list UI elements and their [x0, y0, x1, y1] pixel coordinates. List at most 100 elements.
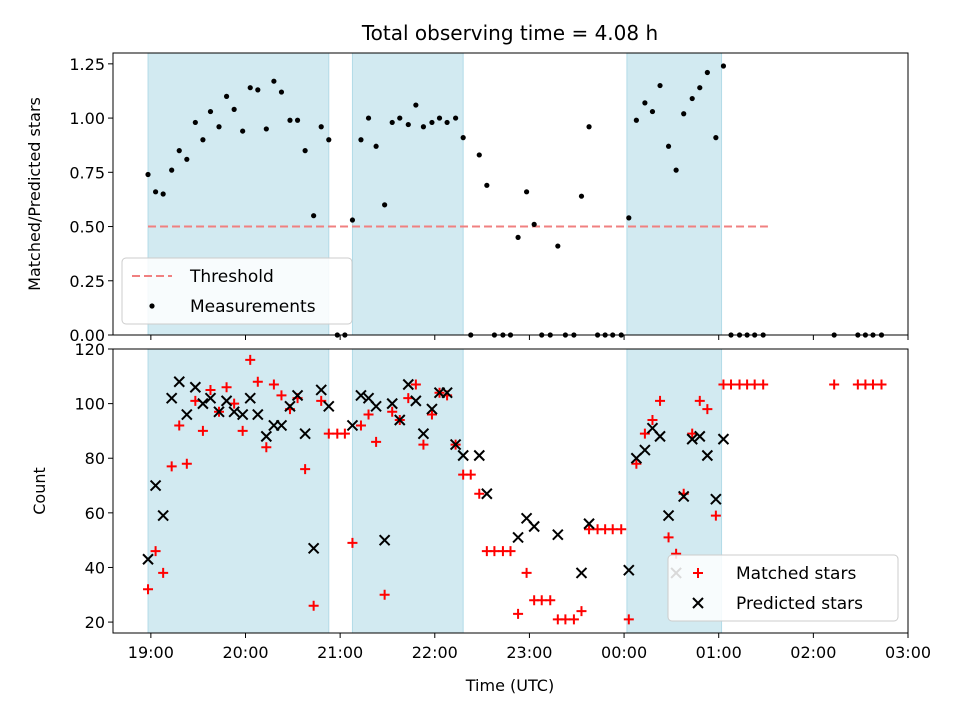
- matched-star-point: [245, 354, 256, 365]
- matched-star-point: [426, 409, 437, 420]
- predicted-star-point: [639, 444, 651, 456]
- legend-threshold-label: Threshold: [189, 267, 274, 287]
- x-tick-label: 21:00: [317, 643, 363, 662]
- measurement-point: [642, 100, 648, 106]
- predicted-star-point: [236, 408, 249, 421]
- measurement-point: [216, 124, 222, 130]
- matched-star-point: [229, 398, 240, 409]
- measurement-point: [429, 119, 435, 126]
- matched-star-point: [418, 439, 429, 450]
- legend-predicted-label: Predicted stars: [736, 594, 863, 614]
- matched-star-point: [190, 395, 201, 406]
- matched-star-point: [710, 510, 721, 521]
- matched-star-point: [323, 428, 334, 439]
- legend-predicted-swatch: [692, 597, 704, 609]
- predicted-star-point: [630, 452, 643, 464]
- matched-star-point: [489, 546, 500, 557]
- matched-star-point: [749, 379, 760, 390]
- measurement-point: [271, 78, 277, 84]
- y-tick-label: 40: [85, 558, 105, 577]
- predicted-star-point: [142, 553, 154, 565]
- predicted-star-point: [528, 520, 540, 533]
- legend-matched-swatch: [693, 568, 703, 578]
- predicted-star-point: [181, 408, 193, 421]
- matched-star-point: [268, 379, 279, 390]
- predicted-star-point: [275, 419, 288, 432]
- predicted-star-point: [677, 490, 690, 503]
- matched-star-point: [363, 409, 374, 420]
- measurement-point: [231, 106, 237, 112]
- matched-star-point: [876, 379, 887, 390]
- measurement-point: [240, 128, 246, 134]
- predicted-star-point: [284, 400, 296, 413]
- matched-star-point: [702, 404, 713, 415]
- predicted-star-point: [552, 528, 564, 541]
- y-tick-label: 120: [74, 340, 105, 359]
- matched-star-point: [694, 395, 705, 406]
- x-tick-label: 02:00: [790, 643, 836, 662]
- matched-star-point: [545, 595, 556, 606]
- measurement-point: [223, 93, 230, 99]
- measurement-points: [145, 63, 885, 338]
- y-axis-label: Matched/Predicted stars: [25, 97, 44, 291]
- matched-star-point: [623, 614, 634, 625]
- measurement-point: [578, 193, 585, 199]
- y-tick-label: 1.00: [69, 109, 105, 128]
- ratio-panel: 0.00 0.25 0.50 0.75 1.00 1.25 Matched/Predict…: [25, 52, 909, 345]
- matched-star-point: [371, 436, 382, 447]
- predicted-star-point: [481, 488, 493, 500]
- matched-star-point: [261, 442, 272, 453]
- x-axis-label: Time (UTC): [465, 676, 554, 695]
- matched-star-point: [726, 379, 737, 390]
- predicted-star-point: [701, 449, 714, 462]
- predicted-star-point: [575, 567, 588, 579]
- measurement-point: [169, 167, 175, 173]
- measurement-point: [326, 137, 332, 143]
- measurement-point: [420, 124, 427, 130]
- x-tick-label: 19:00: [128, 643, 174, 662]
- matched-star-point: [867, 379, 878, 390]
- predicted-star-point: [197, 397, 209, 410]
- x-tick-label: 23:00: [506, 643, 552, 662]
- measurement-point: [476, 152, 482, 158]
- matched-star-point: [339, 428, 350, 439]
- measurement-point: [176, 148, 182, 154]
- predicted-star-point: [410, 395, 422, 407]
- matched-star-point: [513, 608, 524, 619]
- measurement-point: [586, 124, 592, 130]
- count-panel: 20 40 60 80 100 120 19:00 20:00 21:00 22:00 23:00…: [30, 340, 931, 662]
- predicted-star-point: [402, 378, 414, 391]
- measurement-point: [382, 202, 388, 208]
- predicted-star-point: [449, 438, 462, 451]
- matched-star-point: [829, 379, 840, 390]
- predicted-star-point: [252, 408, 264, 421]
- measurement-point: [515, 234, 521, 240]
- predicted-star-point: [204, 392, 217, 404]
- predicted-star-point: [417, 427, 430, 440]
- predicted-star-point: [457, 449, 469, 462]
- predicted-star-point: [260, 430, 273, 443]
- measurement-point: [358, 137, 364, 143]
- predicted-star-point: [386, 397, 398, 410]
- matched-star-point: [205, 384, 216, 395]
- predicted-star-point: [441, 386, 453, 399]
- predicted-star-point: [654, 430, 666, 443]
- predicted-star-point: [213, 406, 225, 418]
- measurement-point: [460, 135, 466, 141]
- legend: Threshold Measurements: [121, 257, 353, 325]
- x-axis-ticks: 19:00 20:00 21:00 22:00 23:00 00:00 01:00 02:00…: [128, 633, 931, 662]
- legend-box: [121, 257, 353, 325]
- x-tick-label: 20:00: [222, 643, 268, 662]
- matched-star-point: [347, 537, 358, 548]
- measurement-point: [405, 121, 411, 128]
- predicted-star-point: [473, 449, 485, 462]
- measurement-point: [665, 143, 672, 149]
- measurement-point: [287, 117, 293, 123]
- measurement-point: [484, 182, 490, 188]
- measurement-point: [294, 117, 301, 123]
- measurement-point: [626, 215, 632, 221]
- measurement-point: [673, 167, 679, 173]
- matched-star-point: [387, 406, 398, 417]
- predicted-star-point: [426, 403, 438, 415]
- observing-intervals: [147, 348, 723, 634]
